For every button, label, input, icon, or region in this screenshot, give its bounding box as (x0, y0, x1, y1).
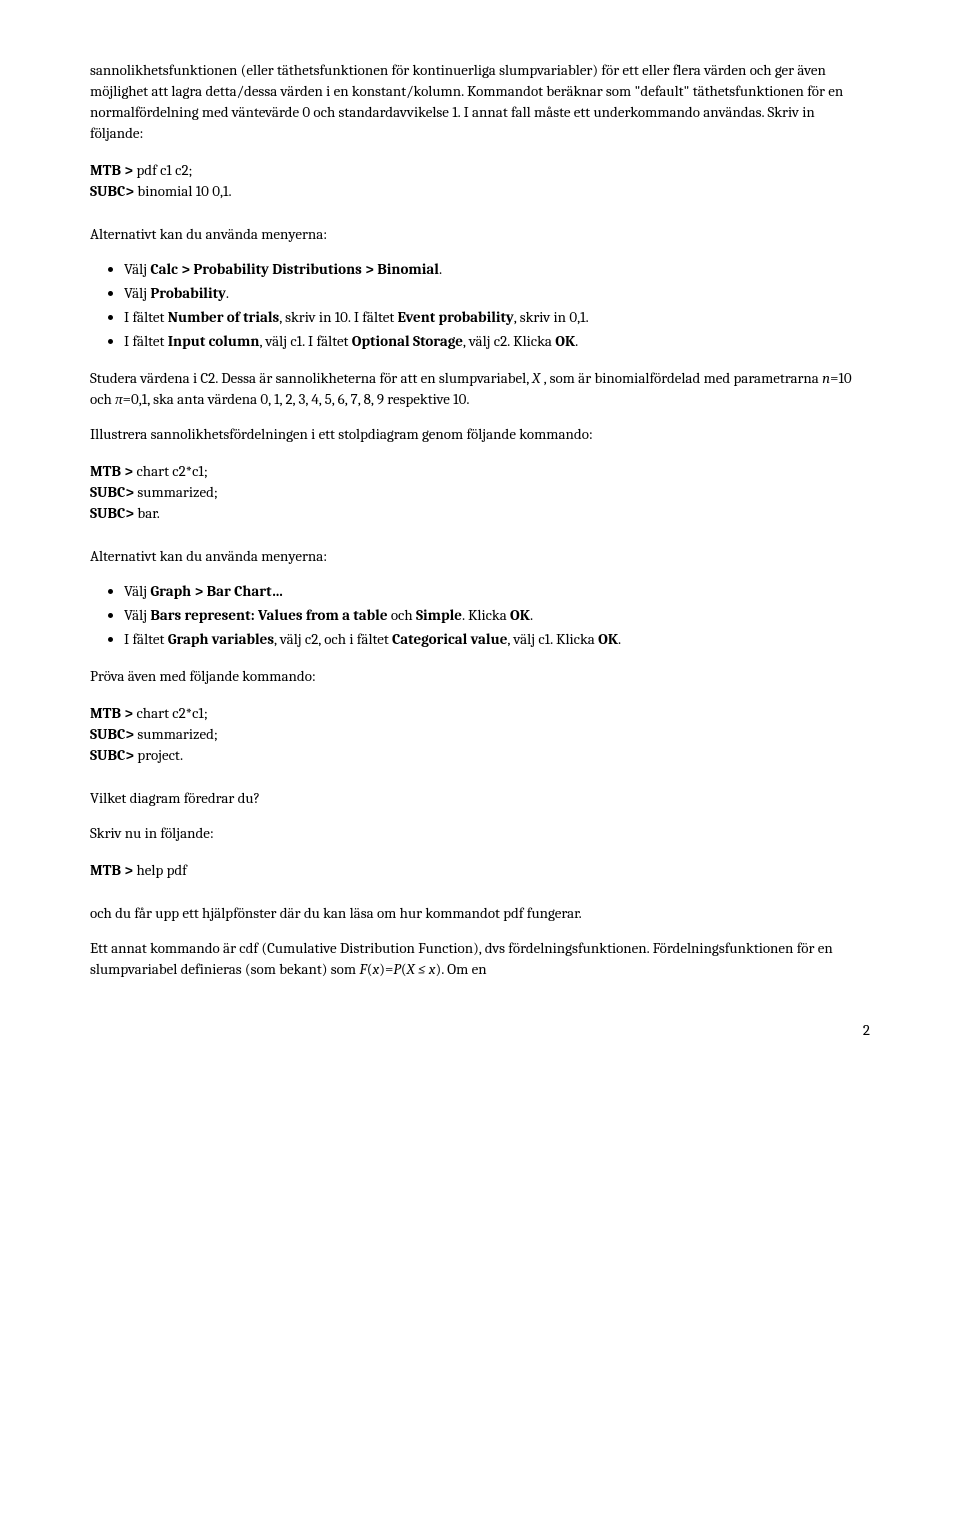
cmd-prefix: SUBC> (90, 504, 134, 522)
command-block-4: MTB > help pdf (90, 860, 870, 881)
cmd-prefix: SUBC> (90, 182, 134, 200)
paragraph-study-values: Studera värdena i C2. Dessa är sannolikh… (90, 368, 870, 410)
paragraph-help-window: och du får upp ett hjälpfönster där du k… (90, 903, 870, 924)
list-item: I fältet Input column, välj c1. I fältet… (124, 331, 870, 352)
list-item: Välj Graph > Bar Chart… (124, 581, 870, 602)
cmd-prefix: SUBC> (90, 483, 134, 501)
paragraph-illustrate: Illustrera sannolikhetsfördelningen i et… (90, 424, 870, 445)
paragraph-cdf: Ett annat kommando är cdf (Cumulative Di… (90, 938, 870, 980)
paragraph-write-following: Skriv nu in följande: (90, 823, 870, 844)
list-item: Välj Calc > Probability Distributions > … (124, 259, 870, 280)
paragraph-prefer: Vilket diagram föredrar du? (90, 788, 870, 809)
cmd-text: bar. (134, 504, 160, 522)
menu-steps-list-1: Välj Calc > Probability Distributions > … (90, 259, 870, 352)
cmd-prefix: MTB > (90, 462, 136, 480)
cmd-text: chart c2*c1; (136, 462, 207, 480)
cmd-text: summarized; (134, 725, 218, 743)
paragraph-try-also: Pröva även med följande kommando: (90, 666, 870, 687)
paragraph-intro: sannolikhetsfunktionen (eller täthetsfun… (90, 60, 870, 144)
cmd-text: project. (134, 746, 183, 764)
command-block-3: MTB > chart c2*c1; SUBC> summarized; SUB… (90, 703, 870, 766)
alt-menu-text: Alternativt kan du använda menyerna: (90, 224, 870, 245)
command-block-2: MTB > chart c2*c1; SUBC> summarized; SUB… (90, 461, 870, 524)
menu-steps-list-2: Välj Graph > Bar Chart… Välj Bars repres… (90, 581, 870, 650)
alt-menu-text-2: Alternativt kan du använda menyerna: (90, 546, 870, 567)
cmd-text: summarized; (134, 483, 218, 501)
command-block-1: MTB > pdf c1 c2; SUBC> binomial 10 0,1. (90, 160, 870, 202)
cmd-text: chart c2*c1; (136, 704, 207, 722)
list-item: I fältet Graph variables, välj c2, och i… (124, 629, 870, 650)
list-item: Välj Probability. (124, 283, 870, 304)
list-item: I fältet Number of trials, skriv in 10. … (124, 307, 870, 328)
cmd-prefix: SUBC> (90, 725, 134, 743)
cmd-text: help pdf (136, 861, 186, 879)
cmd-prefix: MTB > (90, 861, 136, 879)
cmd-prefix: SUBC> (90, 746, 134, 764)
cmd-text: binomial 10 0,1. (134, 182, 231, 200)
list-item: Välj Bars represent: Values from a table… (124, 605, 870, 626)
cmd-prefix: MTB > (90, 704, 136, 722)
cmd-text: pdf c1 c2; (136, 161, 192, 179)
page-number: 2 (90, 1020, 870, 1041)
cmd-prefix: MTB > (90, 161, 136, 179)
